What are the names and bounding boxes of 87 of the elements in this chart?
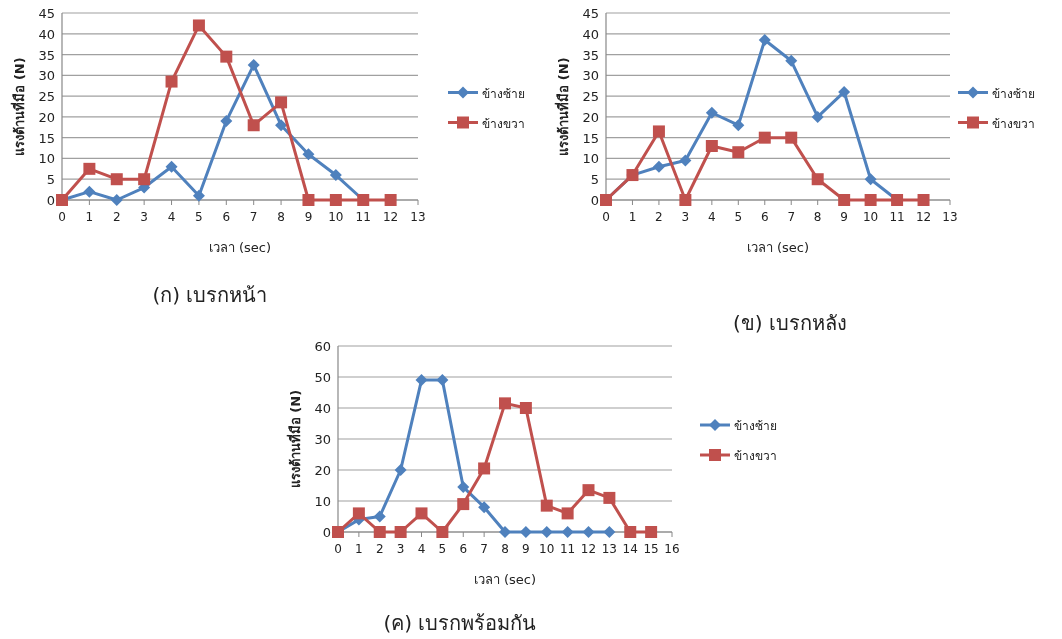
y-tick-label: 35 <box>582 47 599 63</box>
x-tick-label: 14 <box>622 542 638 556</box>
y-tick-label: 30 <box>314 432 331 447</box>
x-tick-label: 1 <box>355 542 363 556</box>
x-tick-label: 2 <box>375 542 384 556</box>
x-tick-label: 13 <box>942 210 958 224</box>
x-tick-label: 12 <box>580 542 597 556</box>
y-tick-label: 45 <box>38 6 55 21</box>
y-tick-label: 15 <box>582 130 599 146</box>
y-tick-label: 20 <box>314 463 331 478</box>
y-tick-label: 50 <box>314 370 331 385</box>
x-tick-label: 0 <box>58 210 66 224</box>
y-tick-label: 25 <box>582 89 599 105</box>
x-tick-label: 10 <box>862 210 879 224</box>
y-tick-label: 30 <box>38 68 55 84</box>
x-tick-label: 11 <box>889 210 905 224</box>
x-tick-label: 3 <box>140 210 148 224</box>
x-tick-label: 6 <box>760 210 769 224</box>
x-tick-label: 1 <box>85 210 94 224</box>
y-tick-label: 10 <box>38 151 55 167</box>
y-axis-title: แรงต้านที่มือ (N) <box>10 57 27 156</box>
x-tick-label: 16 <box>664 542 680 556</box>
y-tick-label: 45 <box>582 6 599 21</box>
x-tick-label: 3 <box>681 210 690 224</box>
y-axis-title: แรงต้านที่มือ (N) <box>286 389 303 489</box>
y-tick-label: 40 <box>314 401 331 416</box>
y-tick-label: 40 <box>38 26 55 42</box>
x-tick-label: 9 <box>522 542 530 556</box>
x-tick-label: 9 <box>840 210 848 224</box>
x-tick-label: 10 <box>328 210 344 224</box>
x-tick-label: 7 <box>249 210 258 224</box>
text: (ข) เบรกหลัง <box>733 311 847 335</box>
x-tick-label: 13 <box>410 210 426 224</box>
x-tick-label: 5 <box>734 210 743 224</box>
y-tick-label: 30 <box>582 68 599 84</box>
y-axis-title: แรงต้านที่มือ (N) <box>554 57 571 156</box>
legend-label: ข้างขวา <box>734 449 777 463</box>
y-tick-label: 20 <box>38 109 55 125</box>
x-tick-label: 3 <box>396 542 405 556</box>
x-tick-label: 4 <box>417 542 426 556</box>
y-tick-label: 0 <box>46 193 55 208</box>
y-tick-label: 0 <box>590 193 599 208</box>
legend-label: ข้างขวา <box>482 116 525 131</box>
x-tick-label: 7 <box>787 210 796 224</box>
y-tick-label: 40 <box>582 26 599 42</box>
x-axis-title: เวลา (sec) <box>473 572 537 587</box>
y-tick-label: 35 <box>38 47 55 63</box>
legend-label: ข้างซ้าย <box>482 86 525 101</box>
x-tick-label: 8 <box>501 542 509 556</box>
text: (ค) เบรกพร้อมกัน <box>383 611 537 635</box>
x-tick-label: 5 <box>195 210 203 224</box>
y-tick-label: 5 <box>590 172 599 188</box>
legend-label: ข้างซ้าย <box>734 419 777 433</box>
x-tick-label: 10 <box>539 542 555 556</box>
x-tick-label: 6 <box>459 542 468 556</box>
x-tick-label: 4 <box>167 210 176 224</box>
x-tick-label: 2 <box>655 210 663 224</box>
x-tick-label: 6 <box>222 210 231 224</box>
x-tick-label: 12 <box>915 210 932 224</box>
y-tick-label: 15 <box>38 130 55 146</box>
x-tick-label: 8 <box>277 210 285 224</box>
x-tick-label: 13 <box>601 542 618 556</box>
x-tick-label: 4 <box>708 210 716 224</box>
y-tick-label: 25 <box>38 89 55 105</box>
x-tick-label: 11 <box>559 542 576 556</box>
y-tick-label: 20 <box>582 109 599 125</box>
y-tick-label: 60 <box>314 339 331 354</box>
x-axis-title: เวลา (sec) <box>208 240 272 255</box>
x-tick-label: 11 <box>355 210 371 224</box>
y-tick-label: 0 <box>322 525 331 540</box>
y-tick-label: 10 <box>582 151 599 167</box>
x-tick-label: 5 <box>438 542 447 556</box>
x-tick-label: 15 <box>643 542 659 556</box>
x-tick-label: 12 <box>382 210 399 224</box>
x-tick-label: 8 <box>813 210 822 224</box>
y-tick-label: 10 <box>314 494 331 509</box>
x-tick-label: 7 <box>480 542 488 556</box>
legend-label: ข้างขวา <box>992 116 1035 131</box>
x-tick-label: 0 <box>334 542 342 556</box>
x-axis-title: เวลา (sec) <box>746 240 810 255</box>
y-tick-label: 5 <box>46 172 55 188</box>
x-tick-label: 2 <box>112 210 121 224</box>
x-tick-label: 1 <box>628 210 637 224</box>
text: (ก) เบรกหน้า <box>152 283 268 307</box>
x-tick-label: 0 <box>602 210 610 224</box>
x-tick-label: 9 <box>304 210 313 224</box>
legend-label: ข้างซ้าย <box>992 86 1035 101</box>
